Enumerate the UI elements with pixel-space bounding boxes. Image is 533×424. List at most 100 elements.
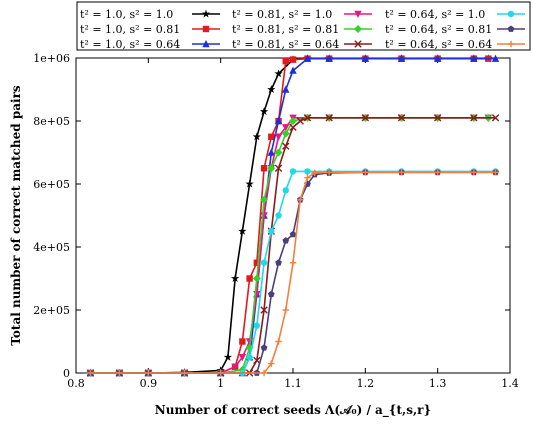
series-line — [90, 170, 496, 374]
data-point — [260, 306, 268, 314]
data-point — [246, 354, 253, 361]
data-point — [491, 114, 500, 122]
data-point — [274, 148, 283, 157]
data-point — [267, 164, 276, 173]
series-line — [90, 57, 496, 374]
data-point — [274, 133, 283, 141]
data-point — [491, 54, 500, 62]
data-point — [361, 114, 370, 122]
data-point — [282, 306, 289, 314]
series-line — [90, 57, 489, 374]
data-point — [325, 169, 333, 176]
series-line — [90, 57, 489, 374]
data-point — [289, 66, 297, 74]
data-point — [268, 360, 275, 367]
data-point — [239, 338, 246, 345]
x-axis-label: Number of correct seeds Λ(𝒜₀) / a_{t,s,r… — [155, 403, 431, 418]
data-point — [470, 169, 478, 176]
y-tick-label: 0 — [63, 367, 70, 380]
data-point — [282, 57, 289, 65]
data-point — [268, 133, 275, 140]
legend-swatch-marker — [202, 40, 210, 48]
data-point — [223, 352, 233, 361]
data-point — [470, 54, 478, 62]
plot-area: 0.8 0.9 1 1.1 1.2 1.3 1.4 0 2e+05 4e+05 6e+05 8e+0… — [33, 52, 518, 390]
data-point — [246, 275, 253, 282]
series-3 — [86, 54, 500, 377]
y-tick-label: 4e+05 — [33, 241, 70, 254]
legend-label: t² = 0.64, s² = 1.0 — [385, 8, 485, 21]
legend-item: t² = 0.64, s² = 0.64 — [385, 38, 525, 51]
data-point — [433, 114, 442, 122]
data-point — [260, 259, 268, 266]
legend-item: t² = 0.81, s² = 1.0 — [232, 8, 372, 21]
series-lines — [86, 54, 500, 377]
series-2 — [87, 55, 492, 377]
legend-box — [76, 1, 531, 51]
data-point — [325, 114, 333, 122]
data-point — [289, 117, 297, 125]
data-point — [259, 107, 269, 116]
data-point — [275, 259, 282, 266]
legend-item: t² = 0.64, s² = 1.0 — [385, 8, 525, 21]
data-point — [289, 123, 297, 131]
legend-swatch-marker — [354, 10, 362, 18]
x-tick-label: 1 — [217, 377, 224, 390]
data-point — [304, 174, 311, 181]
series-6 — [86, 114, 500, 377]
data-point — [145, 369, 152, 377]
series-4 — [86, 114, 492, 377]
legend-item: t² = 0.81, s² = 0.64 — [232, 38, 372, 51]
legend-swatch-marker — [354, 25, 362, 33]
legend-label: t² = 0.64, s² = 0.64 — [385, 38, 492, 51]
data-point — [253, 259, 261, 266]
y-tick-label: 2e+05 — [33, 304, 70, 317]
legend: t² = 1.0, s² = 1.0 t² = 1.0, s² = 0.81 t² … — [76, 1, 531, 51]
data-point — [282, 85, 290, 93]
data-point — [252, 274, 261, 283]
legend-label: t² = 0.81, s² = 0.81 — [232, 23, 339, 36]
plot-frame — [75, 57, 511, 374]
legend-item: t² = 1.0, s² = 0.81 — [80, 23, 220, 36]
series-line — [90, 171, 496, 374]
y-tick-label: 1e+06 — [33, 52, 70, 65]
legend-item: t² = 0.81, s² = 0.81 — [232, 23, 372, 36]
data-point — [181, 369, 188, 377]
data-point — [268, 228, 275, 235]
data-point — [282, 187, 289, 194]
data-point — [470, 114, 478, 122]
series-9 — [87, 169, 499, 377]
data-point — [260, 195, 269, 204]
data-point — [289, 168, 297, 175]
data-point — [289, 259, 297, 266]
data-point — [361, 54, 370, 62]
legend-item: t² = 0.64, s² = 0.81 — [385, 23, 525, 36]
data-point — [282, 237, 290, 244]
data-point — [282, 142, 290, 150]
data-point — [260, 369, 268, 377]
legend-swatch-marker — [354, 40, 362, 48]
data-point — [289, 56, 297, 63]
legend-swatch-marker — [507, 10, 515, 18]
series-5 — [86, 113, 493, 377]
data-point — [238, 354, 247, 362]
y-axis-ticks: 0 2e+05 4e+05 6e+05 8e+05 1e+06 — [33, 52, 510, 380]
data-point — [252, 132, 261, 141]
data-point — [217, 369, 224, 377]
data-point — [397, 54, 406, 62]
data-point — [492, 169, 499, 176]
series-line — [90, 117, 489, 374]
data-point — [297, 196, 304, 203]
data-point — [274, 164, 283, 172]
series-line — [90, 117, 496, 374]
legend-swatch-marker — [201, 9, 211, 18]
legend-swatch-marker — [507, 25, 515, 32]
y-tick-label: 8e+05 — [33, 115, 70, 128]
data-point — [231, 363, 239, 371]
x-tick-label: 1.3 — [429, 377, 447, 390]
data-point — [281, 129, 290, 138]
data-point — [398, 169, 405, 176]
y-axis-label: Total number of correct matched pairs — [9, 85, 23, 346]
x-tick-label: 0.9 — [140, 377, 158, 390]
data-point — [116, 369, 123, 377]
